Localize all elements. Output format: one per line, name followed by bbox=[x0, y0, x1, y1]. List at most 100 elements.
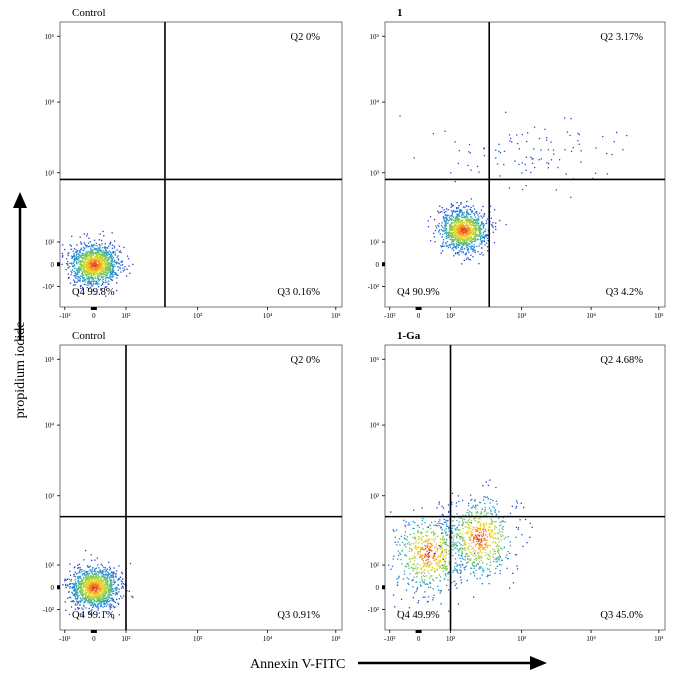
scatter-point bbox=[403, 519, 405, 522]
scatter-point bbox=[462, 219, 464, 221]
scatter-point bbox=[439, 561, 441, 563]
scatter-point bbox=[471, 548, 473, 550]
scatter-point bbox=[106, 603, 109, 605]
scatter-point bbox=[438, 222, 440, 225]
scatter-point bbox=[68, 591, 70, 593]
scatter-point bbox=[420, 537, 423, 539]
scatter-point bbox=[462, 524, 464, 526]
scatter-point bbox=[421, 555, 423, 557]
scatter-point bbox=[467, 235, 469, 237]
scatter-point bbox=[99, 275, 101, 277]
scatter-point bbox=[83, 249, 85, 252]
scatter-point bbox=[79, 575, 81, 578]
scatter-point bbox=[96, 256, 98, 258]
scatter-point bbox=[106, 274, 108, 276]
scatter-point bbox=[459, 538, 461, 540]
panel-title: 1 bbox=[397, 7, 403, 19]
scatter-point bbox=[465, 216, 467, 218]
scatter-point bbox=[84, 257, 86, 259]
scatter-point bbox=[417, 531, 420, 534]
scatter-point bbox=[449, 233, 451, 235]
scatter-point bbox=[98, 258, 100, 260]
scatter-point bbox=[459, 222, 462, 224]
scatter-point bbox=[398, 577, 400, 579]
scatter-point bbox=[83, 263, 85, 266]
scatter-point bbox=[454, 525, 456, 527]
scatter-point bbox=[483, 224, 485, 227]
scatter-point bbox=[477, 512, 479, 514]
scatter-point bbox=[92, 592, 94, 595]
scatter-point bbox=[445, 232, 447, 234]
scatter-point bbox=[521, 188, 524, 191]
scatter-point bbox=[611, 153, 613, 156]
scatter-point bbox=[103, 259, 105, 262]
scatter-point bbox=[102, 579, 104, 582]
scatter-point bbox=[465, 214, 468, 216]
scatter-point bbox=[81, 259, 83, 262]
scatter-point bbox=[439, 538, 442, 540]
scatter-point bbox=[426, 583, 428, 585]
scatter-point bbox=[435, 225, 437, 227]
scatter-point bbox=[467, 233, 469, 235]
scatter-point bbox=[447, 589, 450, 591]
scatter-point bbox=[456, 207, 458, 209]
scatter-point bbox=[408, 557, 411, 560]
scatter-point bbox=[466, 561, 468, 564]
scatter-point bbox=[77, 259, 79, 261]
scatter-point bbox=[472, 229, 475, 231]
scatter-point bbox=[444, 223, 447, 226]
scatter-point bbox=[455, 542, 457, 544]
scatter-point bbox=[407, 578, 410, 580]
scatter-point bbox=[85, 255, 87, 258]
scatter-point bbox=[87, 276, 90, 278]
scatter-point bbox=[465, 252, 468, 254]
scatter-point bbox=[101, 279, 103, 281]
scatter-point bbox=[469, 236, 471, 238]
scatter-point bbox=[445, 214, 447, 216]
scatter-point bbox=[95, 253, 97, 255]
scatter-point bbox=[89, 271, 91, 273]
scatter-point bbox=[86, 256, 89, 258]
scatter-point bbox=[90, 266, 92, 268]
scatter-point bbox=[461, 557, 463, 560]
scatter-point bbox=[100, 262, 102, 264]
scatter-point bbox=[453, 231, 455, 233]
scatter-point bbox=[461, 213, 463, 215]
scatter-point bbox=[70, 600, 72, 603]
scatter-point bbox=[97, 584, 99, 586]
scatter-point bbox=[100, 239, 103, 242]
scatter-point bbox=[85, 259, 87, 261]
scatter-point bbox=[497, 551, 499, 553]
scatter-point bbox=[94, 283, 97, 285]
scatter-point bbox=[102, 264, 104, 266]
scatter-point bbox=[463, 544, 465, 546]
scatter-point bbox=[437, 562, 439, 564]
scatter-point bbox=[105, 251, 107, 254]
scatter-point bbox=[465, 235, 467, 238]
scatter-point bbox=[461, 222, 464, 224]
scatter-point bbox=[460, 203, 462, 205]
scatter-point bbox=[462, 536, 465, 539]
scatter-point bbox=[473, 562, 476, 564]
scatter-point bbox=[97, 581, 99, 584]
scatter-point bbox=[499, 570, 501, 572]
scatter-point bbox=[96, 254, 98, 256]
scatter-point bbox=[62, 255, 64, 257]
scatter-point bbox=[106, 260, 109, 262]
scatter-point bbox=[74, 608, 77, 610]
scatter-point bbox=[467, 220, 469, 222]
scatter-point bbox=[449, 246, 452, 248]
scatter-point bbox=[412, 536, 414, 539]
scatter-point bbox=[467, 243, 469, 245]
scatter-point bbox=[442, 535, 444, 537]
scatter-point bbox=[454, 568, 456, 570]
scatter-point bbox=[95, 282, 98, 284]
scatter-point bbox=[509, 512, 512, 514]
scatter-point bbox=[67, 264, 69, 266]
scatter-point bbox=[107, 251, 109, 253]
scatter-point bbox=[79, 604, 81, 606]
scatter-point bbox=[82, 590, 84, 592]
scatter-point bbox=[116, 588, 118, 590]
scatter-point bbox=[405, 554, 407, 556]
scatter-point bbox=[102, 276, 104, 278]
